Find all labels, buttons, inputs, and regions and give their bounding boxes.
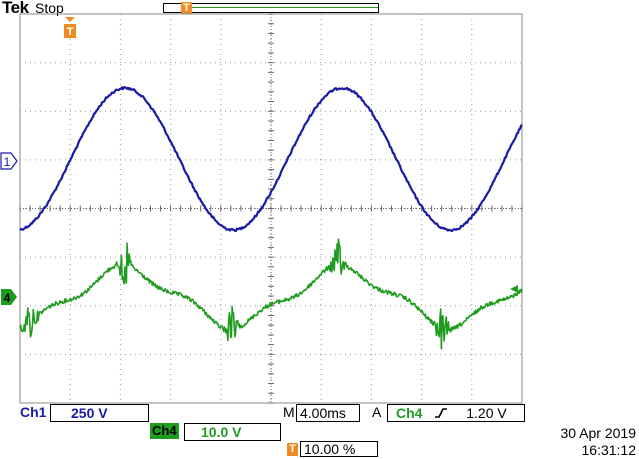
ch4-marker-shape	[1, 289, 17, 305]
ch4-label: Ch4	[150, 423, 179, 439]
trigger-point-box	[64, 24, 76, 38]
date-time: 30 Apr 2019 16:31:12	[526, 425, 636, 459]
ch4-waveform	[19, 238, 523, 350]
ch1-label: Ch1	[20, 404, 47, 420]
ch4-scale: 10.0 V	[184, 423, 281, 441]
trigger-prefix: A	[372, 404, 382, 420]
trigger-position-value: 10.00 %	[300, 441, 378, 457]
time: 16:31:12	[581, 442, 637, 458]
ch1-marker-shape	[0, 152, 18, 170]
trigger-level-arrow	[510, 285, 518, 293]
trigger-point-label: T	[67, 26, 74, 38]
ch1-waveform	[19, 85, 523, 233]
acquisition-state: Stop	[35, 0, 64, 16]
ch4-marker-label: 4	[4, 291, 11, 305]
ch1-scale: 250 V	[50, 404, 149, 422]
timebase-prefix: M	[283, 404, 295, 420]
record-view-bar	[163, 3, 379, 13]
graticule	[19, 13, 523, 404]
trigger-position-icon: T	[181, 2, 192, 14]
trigger-level: 1.20 V	[466, 405, 507, 421]
trigger-position-readout-icon: T	[287, 443, 298, 456]
waveform-display: T 1 4	[0, 13, 523, 404]
date: 30 Apr 2019	[560, 425, 636, 441]
rising-edge-icon	[435, 408, 448, 418]
trigger-source: Ch4	[396, 405, 423, 421]
trigger-readout: Ch4 1.20 V	[387, 404, 525, 422]
brand-logo: Tek	[2, 0, 29, 17]
timebase-value: 4.00ms	[296, 404, 360, 422]
record-window	[184, 7, 378, 8]
trigger-point-arrow	[65, 17, 75, 22]
ch1-marker-label: 1	[4, 155, 11, 169]
